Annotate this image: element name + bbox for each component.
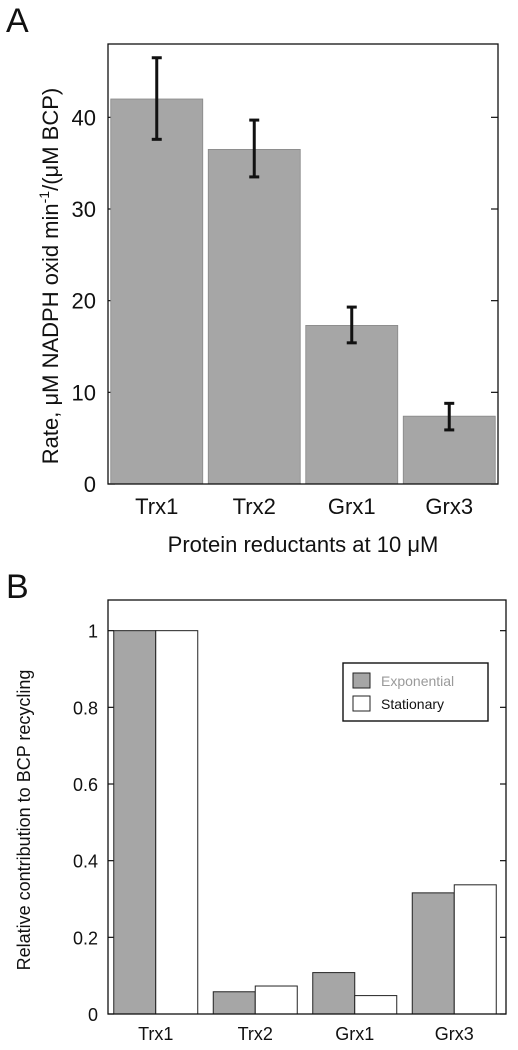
panel-b-legend-swatch-exponential bbox=[352, 672, 371, 689]
panel-b-bar-trx2-stationary bbox=[254, 985, 298, 1015]
panel-b-y-axis-label: Relative contribution to BCP recycling bbox=[14, 670, 34, 971]
panel-b-bars bbox=[113, 630, 497, 1015]
panel-b-y-tick-label: 0.4 bbox=[73, 852, 98, 872]
panel-a-bar-grx1 bbox=[305, 325, 399, 485]
panel-a-y-axis-label: Rate, μM NADPH oxid min-1/(μM BCP) bbox=[36, 88, 63, 464]
panel-a-y-tick-label: 40 bbox=[72, 105, 96, 130]
panel-a-plot-frame bbox=[107, 43, 499, 485]
panel-b-bar-grx3-exponential bbox=[411, 892, 455, 1015]
panel-a-y-ticks: 0 10 20 30 40 bbox=[72, 105, 498, 497]
panel-b-y-tick-label: 0.6 bbox=[73, 775, 98, 795]
panel-a-y-axis-label-exponent: -1 bbox=[36, 191, 52, 204]
panel-a-y-tick-label: 20 bbox=[72, 289, 96, 314]
panel-b-bar-grx3-stationary bbox=[453, 884, 497, 1015]
panel-a: A Rate, μM NADPH oxid min-1/(μM BCP) 0 10… bbox=[6, 2, 499, 557]
svg-text:Rate, μM NADPH oxid min-1/(μM: Rate, μM NADPH oxid min-1/(μM BCP) bbox=[36, 88, 63, 464]
panel-b-bar-grx1-exponential bbox=[312, 972, 356, 1015]
panel-b-y-tick-label: 0 bbox=[88, 1005, 98, 1025]
panel-b-plot-frame bbox=[107, 599, 507, 1015]
panel-b-y-tick-label: 0.2 bbox=[73, 928, 98, 948]
panel-b-legend-swatch-stationary bbox=[352, 695, 371, 712]
panel-b-legend: Exponential Stationary bbox=[342, 662, 489, 722]
panel-a-y-axis-label-main: Rate, μM NADPH oxid min bbox=[38, 203, 63, 464]
panel-a-x-axis-label: Protein reductants at 10 μM bbox=[168, 532, 439, 557]
panel-a-y-tick-label: 10 bbox=[72, 380, 96, 405]
panel-b: B Relative contribution to BCP recycling… bbox=[6, 568, 507, 1044]
panel-a-error-bars bbox=[151, 56, 455, 432]
panel-b-bar-trx2-exponential bbox=[212, 991, 256, 1015]
panel-b-y-tick-label: 1 bbox=[88, 622, 98, 642]
panel-b-x-tick-label-trx2: Trx2 bbox=[238, 1024, 273, 1044]
panel-b-x-tick-label-trx1: Trx1 bbox=[138, 1024, 173, 1044]
panel-b-bar-trx1-stationary bbox=[155, 630, 199, 1015]
panel-b-legend-box bbox=[342, 662, 489, 722]
panel-a-y-axis-label-tail: /(μM BCP) bbox=[38, 88, 63, 191]
panel-a-bar-trx1 bbox=[110, 98, 204, 485]
panel-a-y-tick-label: 30 bbox=[72, 197, 96, 222]
panel-a-bar-trx2 bbox=[207, 149, 301, 485]
panel-b-legend-label-exponential: Exponential bbox=[381, 673, 454, 689]
panel-b-legend-label-stationary: Stationary bbox=[381, 696, 444, 712]
panel-a-y-tick-label: 0 bbox=[84, 472, 96, 497]
panel-a-x-tick-label-grx3: Grx3 bbox=[425, 494, 473, 519]
panel-b-x-tick-label-grx3: Grx3 bbox=[435, 1024, 474, 1044]
panel-b-y-ticks: 0 0.2 0.4 0.6 0.8 1 bbox=[73, 622, 506, 1025]
panel-b-y-tick-label: 0.8 bbox=[73, 698, 98, 718]
panel-b-x-tick-label-grx1: Grx1 bbox=[335, 1024, 374, 1044]
panel-b-x-tick-labels: Trx1 Trx2 Grx1 Grx3 bbox=[138, 1024, 474, 1044]
panel-a-bars bbox=[110, 98, 496, 485]
panel-a-x-tick-label-trx2: Trx2 bbox=[233, 494, 276, 519]
panel-b-bar-grx1-stationary bbox=[354, 995, 398, 1015]
panel-a-x-tick-label-trx1: Trx1 bbox=[135, 494, 178, 519]
panel-a-letter: A bbox=[6, 2, 29, 40]
panel-b-bar-trx1-exponential bbox=[113, 630, 157, 1015]
panel-a-x-tick-label-grx1: Grx1 bbox=[328, 494, 376, 519]
panel-a-x-tick-labels: Trx1 Trx2 Grx1 Grx3 bbox=[135, 494, 473, 519]
panel-b-letter: B bbox=[6, 568, 29, 606]
